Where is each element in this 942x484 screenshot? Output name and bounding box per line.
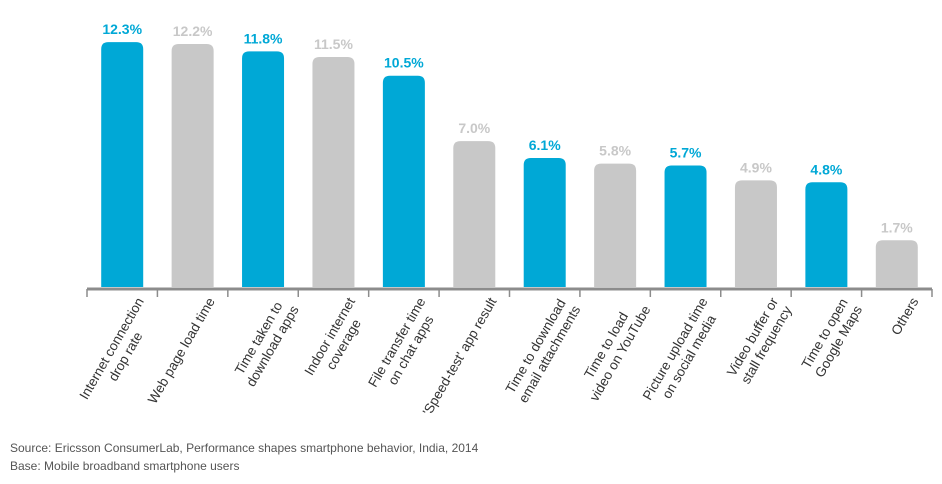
bar	[453, 141, 496, 287]
value-label: 12.3%	[102, 21, 142, 37]
value-label: 4.9%	[740, 159, 772, 175]
bar	[171, 43, 214, 288]
value-label: 5.8%	[599, 143, 631, 159]
bar	[101, 42, 144, 287]
bar	[312, 57, 355, 287]
base-note: Base: Mobile broadband smartphone users	[10, 459, 240, 473]
value-label: 7.0%	[458, 120, 490, 136]
bar	[805, 182, 848, 287]
bar	[734, 180, 777, 287]
bar	[523, 158, 566, 287]
value-label: 11.5%	[314, 36, 353, 52]
value-label: 10.5%	[384, 55, 424, 71]
value-label: 11.8%	[244, 30, 283, 46]
value-label: 1.7%	[881, 219, 913, 235]
bar	[664, 165, 707, 287]
value-label: 6.1%	[529, 137, 561, 153]
value-label: 4.8%	[810, 161, 842, 177]
value-label: 5.7%	[670, 144, 702, 160]
bar	[242, 51, 285, 287]
bar	[594, 163, 637, 287]
bar	[875, 240, 918, 287]
bar	[382, 75, 425, 287]
source-note: Source: Ericsson ConsumerLab, Performanc…	[10, 441, 479, 455]
value-label: 12.2%	[173, 23, 213, 39]
